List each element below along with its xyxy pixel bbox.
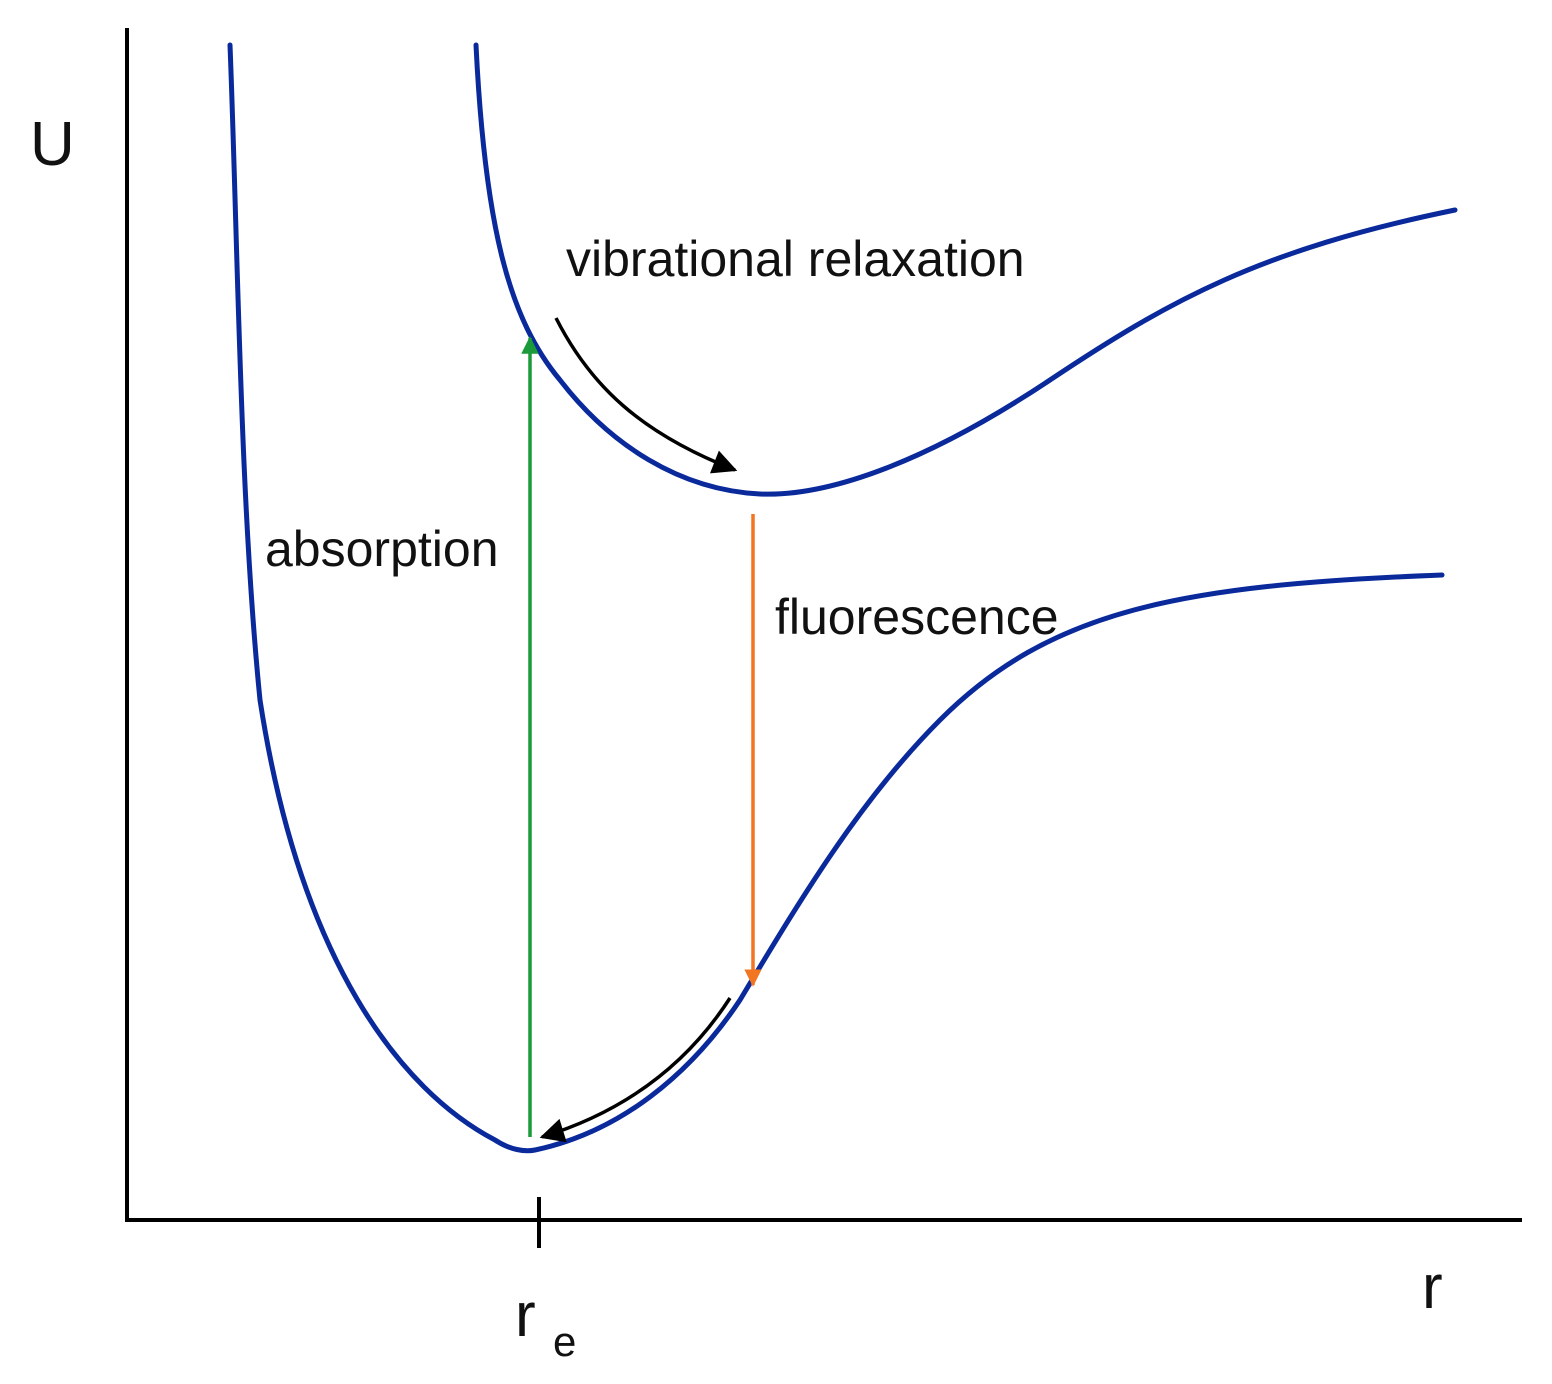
- x-axis-label: r: [1422, 1253, 1443, 1322]
- vibrational-relaxation-arrow: [554, 317, 738, 474]
- excited-state-curve: [473, 42, 1458, 497]
- re-tick-label: r: [515, 1281, 536, 1350]
- ground-relaxation-arrow: [539, 997, 732, 1143]
- absorption-label: absorption: [265, 521, 499, 577]
- fluorescence-label: fluorescence: [775, 589, 1059, 645]
- re-tick-subscript: e: [553, 1318, 576, 1365]
- vibrational-relaxation-label: vibrational relaxation: [566, 231, 1025, 287]
- ground-state-curve: [227, 42, 1445, 1154]
- y-axis-label: U: [30, 110, 75, 179]
